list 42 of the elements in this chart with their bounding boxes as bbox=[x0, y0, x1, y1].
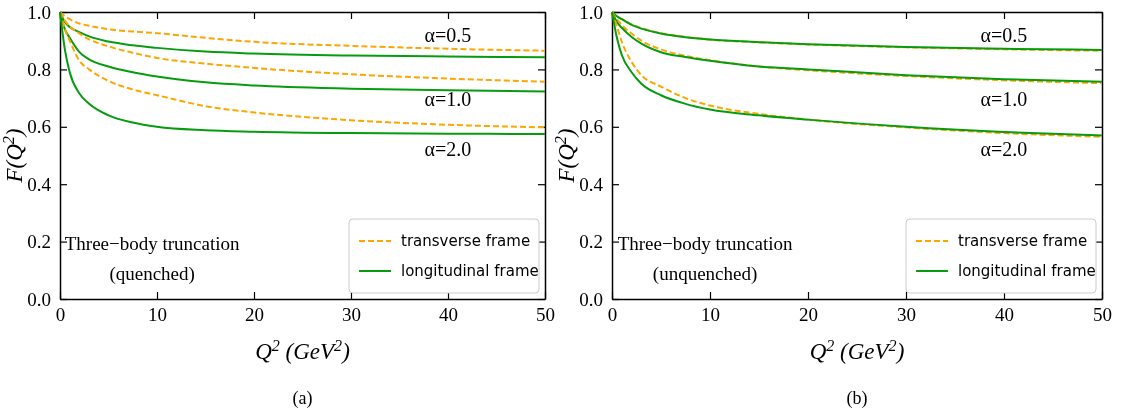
legend-label: transverse frame bbox=[958, 232, 1088, 251]
annotation: Three−body truncation bbox=[64, 232, 241, 254]
annotation: α=1.0 bbox=[980, 88, 1028, 110]
x-tick-label: 10 bbox=[701, 304, 720, 326]
y-tick-label: 0.8 bbox=[27, 58, 51, 80]
x-tick-label: 40 bbox=[439, 304, 458, 326]
y-tick-label: 0.4 bbox=[27, 173, 52, 195]
y-tick-label: 0.0 bbox=[27, 288, 51, 310]
annotation: α=0.5 bbox=[980, 24, 1028, 46]
x-axis-title: Q$^{2}$ (GeV$^{2}$) bbox=[255, 336, 350, 364]
y-tick-label: 0.2 bbox=[27, 231, 51, 253]
annotation: α=2.0 bbox=[980, 138, 1028, 160]
y-tick-label: 0.6 bbox=[579, 116, 603, 138]
x-tick-label: 20 bbox=[245, 304, 264, 326]
annotation: Three−body truncation bbox=[617, 232, 793, 254]
legend-label: longitudinal frame bbox=[958, 262, 1096, 281]
x-tick-label: 20 bbox=[799, 304, 818, 326]
text: (b) bbox=[846, 388, 868, 409]
y-tick-label: 1.0 bbox=[27, 1, 51, 23]
annotation: α=1.0 bbox=[424, 88, 472, 110]
y-tick-label: 0.4 bbox=[579, 173, 604, 195]
x-tick-label: 30 bbox=[897, 304, 916, 326]
legend-label: transverse frame bbox=[401, 232, 531, 251]
text: (a) bbox=[292, 388, 313, 409]
x-tick-label: 50 bbox=[536, 304, 555, 326]
x-tick-label: 10 bbox=[148, 304, 167, 326]
annotation: (unquenched) bbox=[652, 262, 758, 285]
annotation: α=0.5 bbox=[424, 24, 472, 46]
x-tick-label: 30 bbox=[342, 304, 361, 326]
y-tick-label: 1.0 bbox=[579, 1, 603, 23]
y-tick-label: 0.8 bbox=[579, 58, 603, 80]
y-tick-label: 0.6 bbox=[27, 116, 51, 138]
x-tick-label: 40 bbox=[995, 304, 1014, 326]
y-tick-label: 0.2 bbox=[579, 231, 603, 253]
annotation: α=2.0 bbox=[424, 138, 472, 160]
x-tick-label: 0 bbox=[607, 304, 618, 326]
x-axis-title: Q$^{2}$ (GeV$^{2}$) bbox=[809, 336, 905, 364]
x-tick-label: 0 bbox=[55, 304, 66, 326]
annotation: (quenched) bbox=[109, 262, 195, 285]
x-tick-label: 50 bbox=[1093, 304, 1112, 326]
legend-label: longitudinal frame bbox=[401, 262, 539, 281]
y-tick-label: 0.0 bbox=[579, 288, 603, 310]
